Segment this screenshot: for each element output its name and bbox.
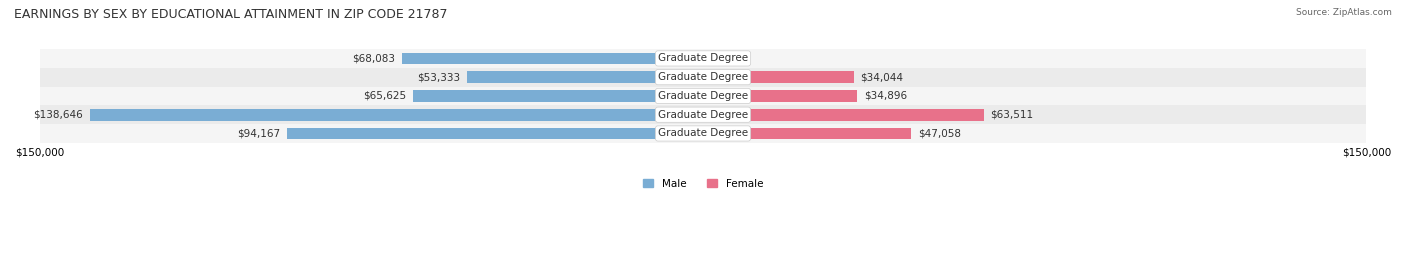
Text: $34,896: $34,896 [863, 91, 907, 101]
Text: Source: ZipAtlas.com: Source: ZipAtlas.com [1296, 8, 1392, 17]
Text: Graduate Degree: Graduate Degree [658, 91, 748, 101]
Bar [703, 109, 984, 121]
Text: Graduate Degree: Graduate Degree [658, 72, 748, 82]
Bar [402, 53, 703, 64]
Text: Graduate Degree: Graduate Degree [658, 128, 748, 139]
Text: $0: $0 [711, 53, 725, 64]
Legend: Male, Female: Male, Female [638, 175, 768, 193]
Text: $68,083: $68,083 [353, 53, 395, 64]
Bar [39, 105, 1367, 124]
Text: $63,511: $63,511 [990, 110, 1033, 120]
Text: $65,625: $65,625 [363, 91, 406, 101]
Bar [39, 87, 1367, 105]
Text: $47,058: $47,058 [918, 128, 960, 139]
Bar [467, 71, 703, 83]
Bar [413, 90, 703, 102]
Bar [39, 49, 1367, 68]
Text: Graduate Degree: Graduate Degree [658, 53, 748, 64]
Text: $53,333: $53,333 [418, 72, 461, 82]
Bar [90, 109, 703, 121]
Bar [703, 128, 911, 139]
Text: $34,044: $34,044 [860, 72, 903, 82]
Text: Graduate Degree: Graduate Degree [658, 110, 748, 120]
Text: EARNINGS BY SEX BY EDUCATIONAL ATTAINMENT IN ZIP CODE 21787: EARNINGS BY SEX BY EDUCATIONAL ATTAINMEN… [14, 8, 447, 21]
Bar [287, 128, 703, 139]
Bar [703, 71, 853, 83]
Bar [39, 124, 1367, 143]
Bar [703, 90, 858, 102]
Text: $94,167: $94,167 [236, 128, 280, 139]
Bar [39, 68, 1367, 87]
Text: $138,646: $138,646 [34, 110, 83, 120]
